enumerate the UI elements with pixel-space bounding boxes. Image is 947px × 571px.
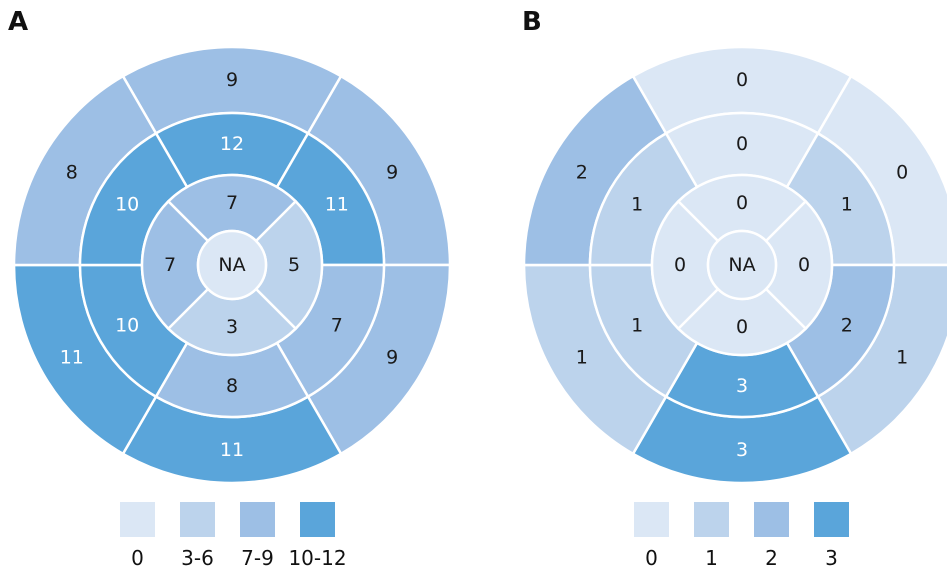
panel-b: B 0 0 1 3 1 2 0 1 2 3 1 1 0 0 0 0 NA 0 1 2 3 [522,7,947,570]
legend-swatch [180,502,215,537]
mid-segment-value: 11 [325,194,349,216]
mid-segment-value: 8 [226,375,238,397]
legend-label: 3 [825,546,838,570]
panel-label: B [522,7,542,37]
apical-segment-value: 0 [736,316,748,338]
mid-segment-value: 1 [841,194,853,216]
basal-segment-value: 9 [386,347,398,369]
apical-segment-value: 7 [226,192,238,214]
legend-label: 1 [705,546,718,570]
mid-segment-value: 10 [115,194,139,216]
legend-label: 0 [645,546,658,570]
mid-segment-value: 1 [631,194,643,216]
basal-segment-value: 0 [896,162,908,184]
basal-segment-value: 3 [736,439,748,461]
basal-segment-value: 11 [220,439,244,461]
mid-segment-value: 3 [736,375,748,397]
mid-segment-value: 7 [331,315,343,337]
apical-segment-value: 3 [226,316,238,338]
legend-swatch [754,502,789,537]
legend-label: 10-12 [288,546,346,570]
panel-label: A [8,7,28,37]
mid-segment-value: 2 [841,315,853,337]
legend-swatch [300,502,335,537]
apical-segment-value: 5 [288,254,300,276]
basal-segment-value: 9 [386,162,398,184]
apical-segment-value: 0 [674,254,686,276]
legend-swatch [814,502,849,537]
mid-segment-value: 10 [115,315,139,337]
apical-segment-value: 7 [164,254,176,276]
legend-label: 7-9 [241,546,274,570]
basal-segment-value: 1 [896,347,908,369]
basal-segment-value: 9 [226,69,238,91]
panel-a: A 9 9 9 11 11 8 12 11 7 8 10 10 7 5 3 7 NA 0 3-6 7-9 10-12 [8,7,452,570]
basal-segment-value: 8 [66,162,78,184]
legend-label: 3-6 [181,546,214,570]
apex-segment-value: NA [728,254,755,276]
apical-segment-value: 0 [736,192,748,214]
mid-segment-value: 12 [220,133,244,155]
legend-swatch [120,502,155,537]
mid-segment-value: 1 [631,315,643,337]
apex-segment-value: NA [218,254,245,276]
legend-label: 2 [765,546,778,570]
legend-swatch [240,502,275,537]
basal-segment-value: 2 [576,162,588,184]
legend-swatch [634,502,669,537]
basal-segment-value: 0 [736,69,748,91]
mid-segment-value: 0 [736,133,748,155]
basal-segment-value: 11 [60,347,84,369]
legend-label: 0 [131,546,144,570]
basal-segment-value: 1 [576,347,588,369]
apex-segment [196,229,268,301]
legend-swatch [694,502,729,537]
apical-segment-value: 0 [798,254,810,276]
apex-segment [706,229,778,301]
